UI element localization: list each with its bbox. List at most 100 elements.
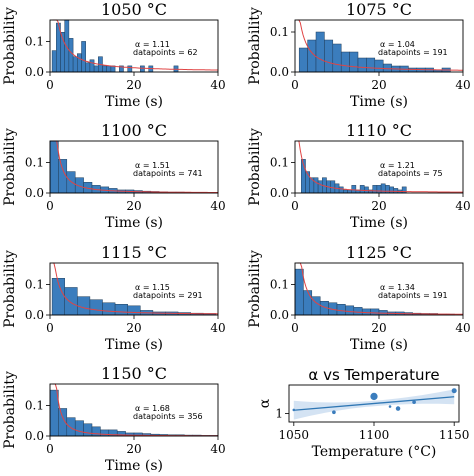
scatter-panel: 1050 1100 1150 1 α vs Temperature Temperature… — [257, 366, 469, 460]
y-tick-label: 0.0 — [25, 65, 44, 79]
y-tick-label: 0.0 — [25, 308, 44, 322]
histogram-bar — [114, 304, 128, 316]
histogram-bar — [106, 65, 112, 73]
histogram-bar — [49, 389, 59, 437]
x-tick-label: 20 — [126, 199, 141, 213]
fit-curve — [52, 19, 218, 71]
y-tick-label: 0.1 — [270, 277, 289, 291]
scatter-point — [412, 400, 416, 404]
datapoints-annotation: datapoints = 62 — [133, 48, 198, 57]
x-tick-label: 0 — [291, 78, 299, 92]
x-tick-label: 20 — [126, 78, 141, 92]
histogram-bar — [127, 65, 133, 73]
confidence-band — [293, 389, 455, 420]
fit-curve — [297, 140, 463, 193]
y-tick-label: 0.1 — [270, 25, 289, 39]
x-axis-label: Time (s) — [350, 215, 408, 231]
histogram-bar — [49, 140, 59, 194]
x-tick-label: 40 — [455, 78, 470, 92]
histogram-panel-4: 0 20 40 0.0 0.1 1115 °C Time (s) Probability α =… — [2, 243, 226, 353]
y-tick-label: 0.1 — [270, 155, 289, 169]
x-tick-label: 40 — [210, 321, 225, 335]
fit-curve — [52, 140, 218, 193]
datapoints-annotation: datapoints = 741 — [133, 169, 203, 178]
histogram-bar — [366, 57, 376, 73]
y-tick-label: 0.1 — [25, 398, 44, 412]
y-tick-label: 0.1 — [25, 34, 44, 48]
histogram-panel-2: 0 20 40 0.0 0.1 1100 °C Time (s) Probability α =… — [2, 121, 226, 231]
histogram-bar — [72, 56, 78, 73]
alpha-annotation: α = 1.15 — [135, 283, 170, 292]
histogram-bar — [102, 65, 107, 73]
datapoints-annotation: datapoints = 191 — [378, 48, 448, 57]
histogram-bar — [83, 423, 93, 437]
histogram-bar — [336, 304, 346, 316]
histogram-panel-5: 0 20 40 0.0 0.1 1125 °C Time (s) Probability α =… — [247, 243, 471, 353]
histogram-bar — [347, 189, 352, 194]
y-tick-label: 0.1 — [25, 155, 44, 169]
y-tick-label: 0.0 — [270, 186, 289, 200]
histogram-panel-0: 0 20 40 0.0 0.1 1050 °C Time (s) Probability α =… — [2, 0, 226, 110]
y-tick-label: 0.0 — [270, 308, 289, 322]
histogram-bar — [294, 268, 304, 316]
x-tick-label: 20 — [371, 321, 386, 335]
chart-title: 1110 °C — [346, 121, 412, 140]
regression-line — [293, 396, 455, 411]
datapoints-annotation: datapoints = 191 — [378, 291, 448, 300]
histogram-bar — [303, 290, 313, 316]
histogram-bar — [349, 51, 359, 73]
histogram-panel-3: 0 20 40 0.0 0.1 1110 °C Time (s) Probability α =… — [247, 121, 471, 231]
x-tick-label: 0 — [46, 199, 54, 213]
y-tick-label: 0.0 — [270, 65, 289, 79]
scatter-point — [332, 410, 336, 415]
histogram-bar — [305, 171, 310, 194]
x-tick-label: 40 — [455, 199, 470, 213]
histogram-bar — [58, 159, 68, 194]
scatter-point — [370, 392, 378, 401]
histogram-bar — [376, 185, 382, 194]
chart-title: 1100 °C — [101, 121, 167, 140]
histogram-bar — [81, 41, 86, 73]
alpha-annotation: α = 1.68 — [135, 404, 170, 413]
y-axis-label: Probability — [247, 7, 263, 85]
y-tick-label: 0.0 — [25, 186, 44, 200]
x-tick-label: 0 — [46, 442, 54, 456]
x-axis-label: Time (s) — [350, 94, 408, 110]
histogram-bar — [361, 308, 371, 316]
scatter-point — [451, 388, 457, 394]
fit-curve — [297, 262, 463, 315]
histogram-bar — [357, 57, 367, 73]
x-tick-label: 1150 — [439, 428, 470, 442]
histogram-bar — [332, 43, 342, 73]
histogram-bar — [313, 177, 319, 194]
x-axis-label: Time (s) — [105, 337, 163, 353]
scatter-point — [395, 406, 401, 411]
x-axis-label: Time (s) — [105, 215, 163, 231]
histogram-bar — [353, 307, 363, 316]
histogram-bar — [393, 188, 399, 194]
datapoints-annotation: datapoints = 291 — [133, 291, 203, 300]
y-tick-label: 1 — [275, 407, 283, 421]
alpha-annotation: α = 1.04 — [380, 40, 415, 49]
histogram-bar — [77, 296, 91, 316]
chart-title: 1050 °C — [101, 0, 167, 19]
histogram-bar — [77, 53, 82, 73]
histogram-bar — [324, 39, 334, 73]
fit-curve — [297, 19, 463, 71]
y-axis-label: Probability — [247, 250, 263, 328]
x-tick-label: 20 — [371, 78, 386, 92]
chart-title: α vs Temperature — [308, 366, 439, 384]
y-axis-label: Probability — [247, 128, 263, 206]
histogram-bar — [351, 185, 357, 194]
x-axis-label: Time (s) — [350, 337, 408, 353]
x-tick-label: 20 — [126, 321, 141, 335]
histogram-bar — [372, 185, 378, 194]
y-axis-label: Probability — [2, 128, 18, 206]
histogram-panel-1: 0 20 40 0.0 0.1 1075 °C Time (s) Probability α =… — [247, 0, 471, 110]
histogram-bar — [127, 305, 141, 316]
histogram-bar — [389, 186, 394, 194]
histogram-bar — [64, 287, 78, 316]
histogram-bar — [385, 185, 390, 194]
y-axis-label: Probability — [2, 371, 18, 449]
